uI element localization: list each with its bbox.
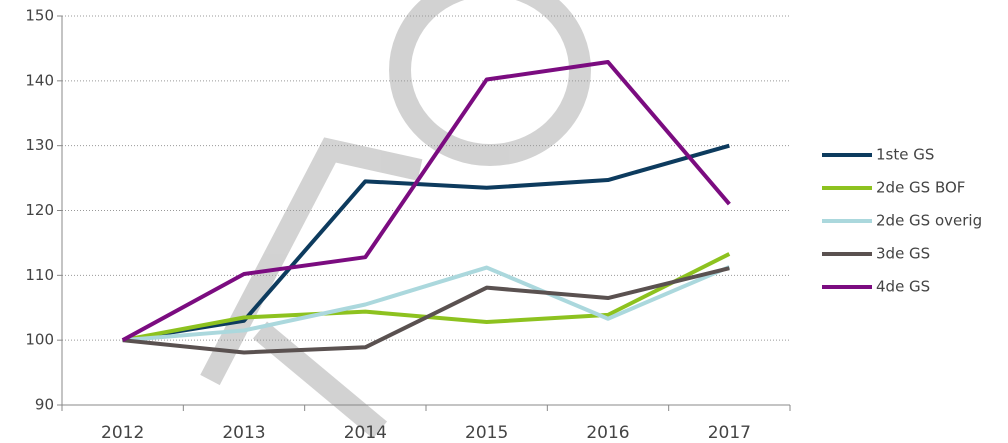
legend-label: 3de GS (876, 245, 930, 263)
y-tick-label: 140 (25, 71, 54, 89)
y-tick-label: 150 (25, 7, 54, 25)
y-tick-label: 90 (35, 396, 54, 414)
x-tick-label: 2016 (586, 423, 629, 443)
y-tick-label: 120 (25, 201, 54, 219)
legend-label: 1ste GS (876, 146, 934, 164)
series-line (122, 265, 731, 343)
legend-label: 2de GS BOF (876, 179, 965, 197)
y-tick-label: 130 (25, 136, 54, 154)
y-tick-label: 110 (25, 266, 54, 284)
x-tick-label: 2014 (344, 423, 387, 443)
series-line (122, 143, 730, 343)
legend-label: 2de GS overig (876, 212, 982, 230)
y-tick-label: 100 (25, 331, 54, 349)
x-tick-label: 2015 (465, 423, 508, 443)
watermark (200, 0, 591, 439)
x-tick-label: 2017 (708, 423, 751, 443)
x-tick-label: 2013 (222, 423, 265, 443)
series-line (122, 266, 730, 355)
x-tick-label: 2012 (101, 423, 144, 443)
series-line (121, 60, 731, 342)
legend-label: 4de GS (876, 278, 930, 296)
